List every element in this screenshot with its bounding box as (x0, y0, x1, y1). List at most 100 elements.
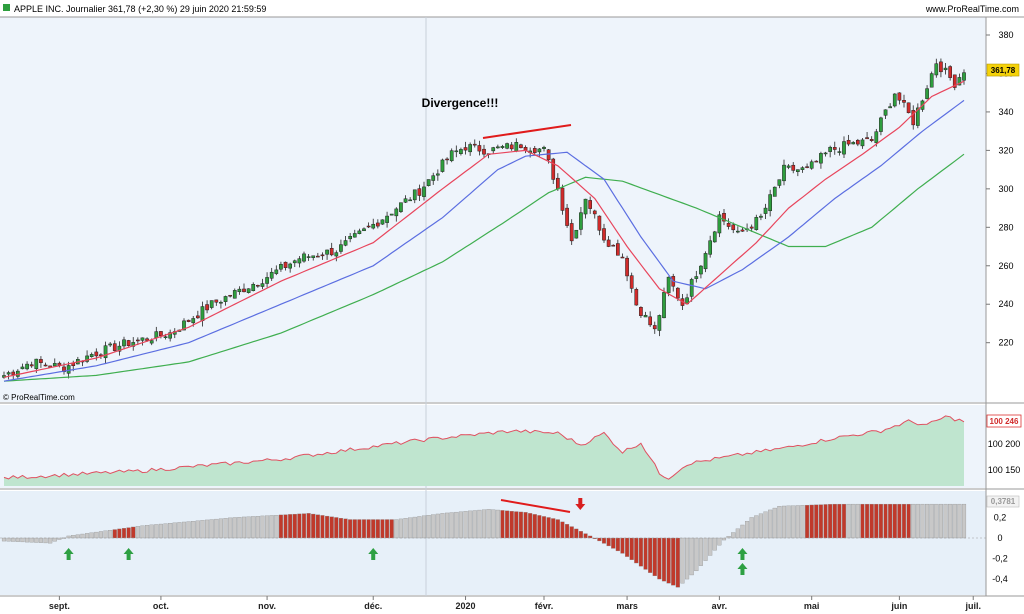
candle-body (735, 230, 740, 233)
candle-body (768, 194, 773, 212)
candle-body (343, 240, 348, 246)
histogram-bar (629, 537, 634, 560)
candle-body (892, 93, 897, 107)
histogram-bar (29, 537, 34, 543)
candle-body (140, 337, 145, 341)
candle-body (412, 189, 417, 201)
candle-body (500, 146, 505, 148)
candle-body (39, 359, 43, 363)
candle-body (620, 256, 625, 259)
candle-body (666, 276, 671, 294)
histogram-bar (805, 504, 810, 539)
oscillator-panel (0, 498, 986, 588)
histogram-bar (878, 503, 883, 539)
candle-body (472, 143, 477, 146)
candle-body (675, 287, 680, 299)
histogram-bar (218, 518, 223, 539)
candle-body (925, 88, 929, 99)
histogram-bar (518, 511, 523, 539)
histogram-bar (329, 516, 334, 539)
chart-title: APPLE INC. Journalier 361,78 (+2,30 %) 2… (14, 4, 266, 14)
candle-body (814, 160, 819, 163)
histogram-bar (292, 513, 297, 539)
candle-body (422, 186, 426, 197)
histogram-bar (523, 512, 528, 539)
histogram-bar (417, 516, 422, 539)
histogram-bar (375, 519, 380, 539)
x-tick-label: mars (616, 601, 638, 611)
divergence-line-price (482, 124, 572, 139)
histogram-bar (131, 526, 136, 539)
candle-body (66, 365, 71, 374)
histogram-bar (75, 534, 80, 539)
y-tick-label: 240 (998, 299, 1013, 309)
histogram-bar (915, 503, 920, 539)
candle-body (865, 137, 869, 140)
y-tick-label: 220 (998, 338, 1013, 348)
histogram-bar (814, 504, 819, 539)
candle-body (85, 355, 89, 362)
candle-body (800, 167, 805, 170)
histogram-bar (274, 514, 279, 539)
histogram-bar (786, 505, 791, 539)
histogram-bar (828, 504, 833, 539)
candle-body (782, 164, 786, 182)
candle-body (43, 364, 48, 367)
buy-arrow-icon (737, 563, 748, 575)
histogram-bar (403, 518, 408, 539)
histogram-bar (865, 503, 870, 539)
equity-area (4, 415, 964, 486)
histogram-bar (348, 519, 353, 539)
ma-fast-line (3, 80, 965, 378)
candle-body (417, 188, 422, 196)
histogram-bar (486, 509, 491, 539)
histogram-bar (481, 509, 487, 539)
histogram-bar (177, 522, 182, 539)
candle-body (265, 277, 269, 284)
histogram-bar (108, 530, 113, 539)
histogram-bar (449, 512, 454, 539)
candle-body (551, 158, 556, 180)
histogram-bar (112, 529, 117, 539)
histogram-bar (117, 528, 122, 539)
candle-body (791, 164, 796, 171)
histogram-bar (278, 514, 283, 539)
histogram-bar (126, 527, 131, 539)
x-tick-label: juil. (964, 601, 981, 611)
histogram-bar (934, 503, 939, 539)
histogram-bar (311, 513, 316, 539)
histogram-bar (301, 513, 307, 539)
histogram-bar (869, 503, 874, 539)
histogram-bar (823, 504, 828, 539)
histogram-bar (643, 537, 648, 570)
divergence-annotation: Divergence!!! (422, 96, 499, 110)
histogram-bar (98, 531, 103, 539)
histogram-bar (745, 521, 750, 539)
candle-body (246, 288, 251, 293)
candle-body (237, 288, 242, 293)
candle-body (135, 339, 140, 342)
histogram-bar (925, 503, 930, 539)
histogram-bar (906, 503, 911, 539)
histogram-bar (948, 503, 953, 539)
histogram-bar (661, 537, 667, 582)
chart-icon (3, 4, 10, 11)
histogram-bar (25, 537, 30, 543)
candle-body (159, 331, 163, 336)
candle-body (823, 152, 828, 155)
histogram-bar (717, 537, 722, 546)
histogram-bar (440, 513, 445, 539)
histogram-bar (938, 503, 943, 539)
histogram-bar (246, 516, 251, 539)
histogram-bar (537, 515, 542, 539)
candle-body (357, 230, 362, 235)
candle-body (320, 254, 325, 257)
histogram-bar (555, 519, 560, 539)
candle-body (939, 61, 943, 73)
candle-body (643, 314, 648, 318)
histogram-bar (500, 510, 505, 539)
histogram-bar (514, 511, 519, 539)
histogram-bar (205, 519, 210, 539)
candle-body (182, 320, 186, 331)
histogram-bar (560, 521, 565, 539)
